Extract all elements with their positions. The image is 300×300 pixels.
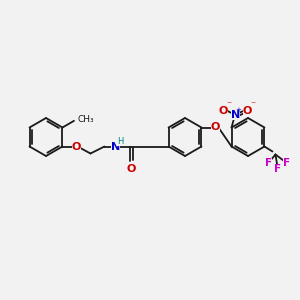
Text: F: F	[265, 158, 272, 167]
Text: N: N	[111, 142, 120, 152]
Text: ⁻: ⁻	[250, 100, 255, 110]
Text: N: N	[231, 110, 240, 119]
Text: O: O	[211, 122, 220, 133]
Text: H: H	[117, 137, 124, 146]
Text: F: F	[283, 158, 290, 167]
Text: O: O	[243, 106, 252, 116]
Text: CH₃: CH₃	[78, 115, 94, 124]
Text: O: O	[127, 164, 136, 173]
Text: ⁻: ⁻	[226, 100, 231, 110]
Text: +: +	[236, 107, 242, 113]
Text: O: O	[72, 142, 81, 152]
Text: F: F	[274, 164, 281, 173]
Text: O: O	[219, 106, 228, 116]
